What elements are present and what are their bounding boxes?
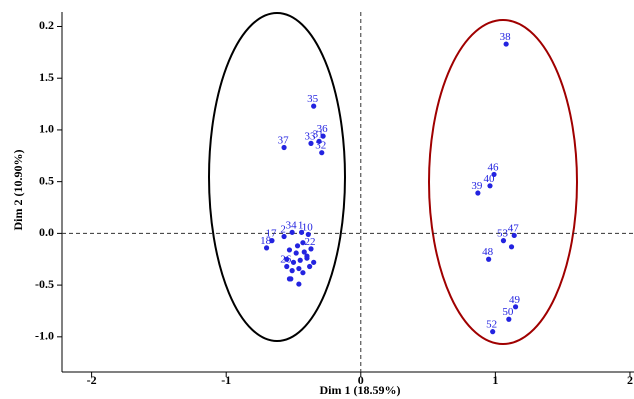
point <box>298 229 305 235</box>
point <box>296 281 302 287</box>
point <box>284 256 290 262</box>
point-label: 32 <box>315 140 326 152</box>
point-label: 10 <box>302 221 314 233</box>
point <box>307 263 313 270</box>
x-tick-label: 0 <box>358 373 364 387</box>
point-label: 2 <box>280 223 286 235</box>
point-label: 48 <box>482 246 494 258</box>
point <box>308 140 314 146</box>
y-tick-label: 0.5 <box>39 173 54 187</box>
point <box>301 249 307 255</box>
point <box>475 190 481 196</box>
point <box>508 244 515 250</box>
x-tick-label: -1 <box>221 373 231 387</box>
y-tick-label: 1.5 <box>39 70 54 84</box>
y-tick-label: 1.0 <box>39 122 54 136</box>
point-label: 22 <box>304 236 315 248</box>
point <box>506 316 512 322</box>
point-label: 33 <box>304 130 316 142</box>
point <box>503 41 509 47</box>
point <box>491 171 497 178</box>
point-label: 1 <box>298 219 304 231</box>
point-label: 38 <box>500 31 512 43</box>
x-axis-title: Dim 1 (18.59%) <box>320 383 401 397</box>
point <box>490 329 496 335</box>
point <box>286 276 293 282</box>
point <box>511 232 517 239</box>
point <box>512 304 519 310</box>
point-label: 52 <box>486 319 497 331</box>
point-label: 46 <box>488 161 500 173</box>
point <box>263 245 270 251</box>
point-label: 40 <box>483 173 495 185</box>
point <box>297 257 303 263</box>
y-tick-label: -0.5 <box>35 277 54 291</box>
point <box>293 250 299 256</box>
point <box>305 231 311 238</box>
point <box>286 247 293 253</box>
point-label: 35 <box>307 93 319 105</box>
point-label: 18 <box>260 235 272 247</box>
group-ellipse <box>428 19 578 345</box>
point-label: 50 <box>502 306 514 318</box>
point <box>316 138 322 144</box>
y-tick-label: 0.2 <box>39 18 54 32</box>
point-label: 17 <box>265 228 277 240</box>
point-label: 47 <box>508 222 520 234</box>
x-tick-label: 1 <box>492 373 498 387</box>
point <box>281 144 287 151</box>
point <box>311 259 317 265</box>
point <box>308 246 314 252</box>
point <box>294 243 301 249</box>
point <box>281 233 287 240</box>
point <box>269 238 275 244</box>
group-ellipse <box>208 12 346 342</box>
point <box>289 229 295 235</box>
point <box>487 183 493 189</box>
y-tick-label: 0.0 <box>39 225 54 239</box>
point-label: 39 <box>471 180 483 192</box>
point-label: 37 <box>278 135 290 147</box>
point-label: 36 <box>317 123 329 135</box>
point <box>289 268 295 274</box>
point <box>290 259 297 265</box>
point <box>311 103 317 109</box>
point <box>284 263 290 270</box>
point <box>300 270 306 276</box>
y-tick-label: -1.0 <box>35 329 54 343</box>
point <box>304 253 310 259</box>
point-label: 31 <box>313 128 324 140</box>
x-tick-label: -2 <box>87 373 97 387</box>
point-label: 53 <box>497 228 509 240</box>
point <box>319 150 325 156</box>
y-axis-title: Dim 2 (10.90%) <box>11 150 25 231</box>
point <box>300 240 306 246</box>
point <box>500 238 507 244</box>
point <box>320 133 326 139</box>
point-label: 34 <box>286 219 298 231</box>
point <box>296 265 302 272</box>
point <box>486 256 492 262</box>
point-label: 49 <box>509 294 521 306</box>
x-tick-label: 2 <box>627 373 633 387</box>
